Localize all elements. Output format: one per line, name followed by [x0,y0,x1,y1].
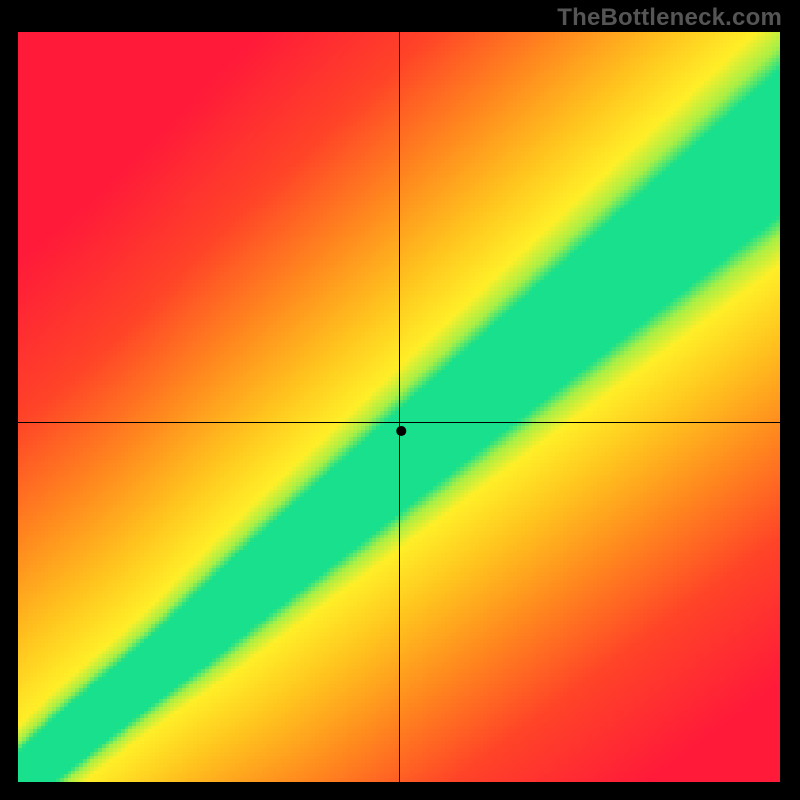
bottleneck-heatmap [18,32,780,782]
watermark-text: TheBottleneck.com [557,4,782,32]
outer-frame: TheBottleneck.com [0,0,800,800]
heatmap-canvas [18,32,780,782]
